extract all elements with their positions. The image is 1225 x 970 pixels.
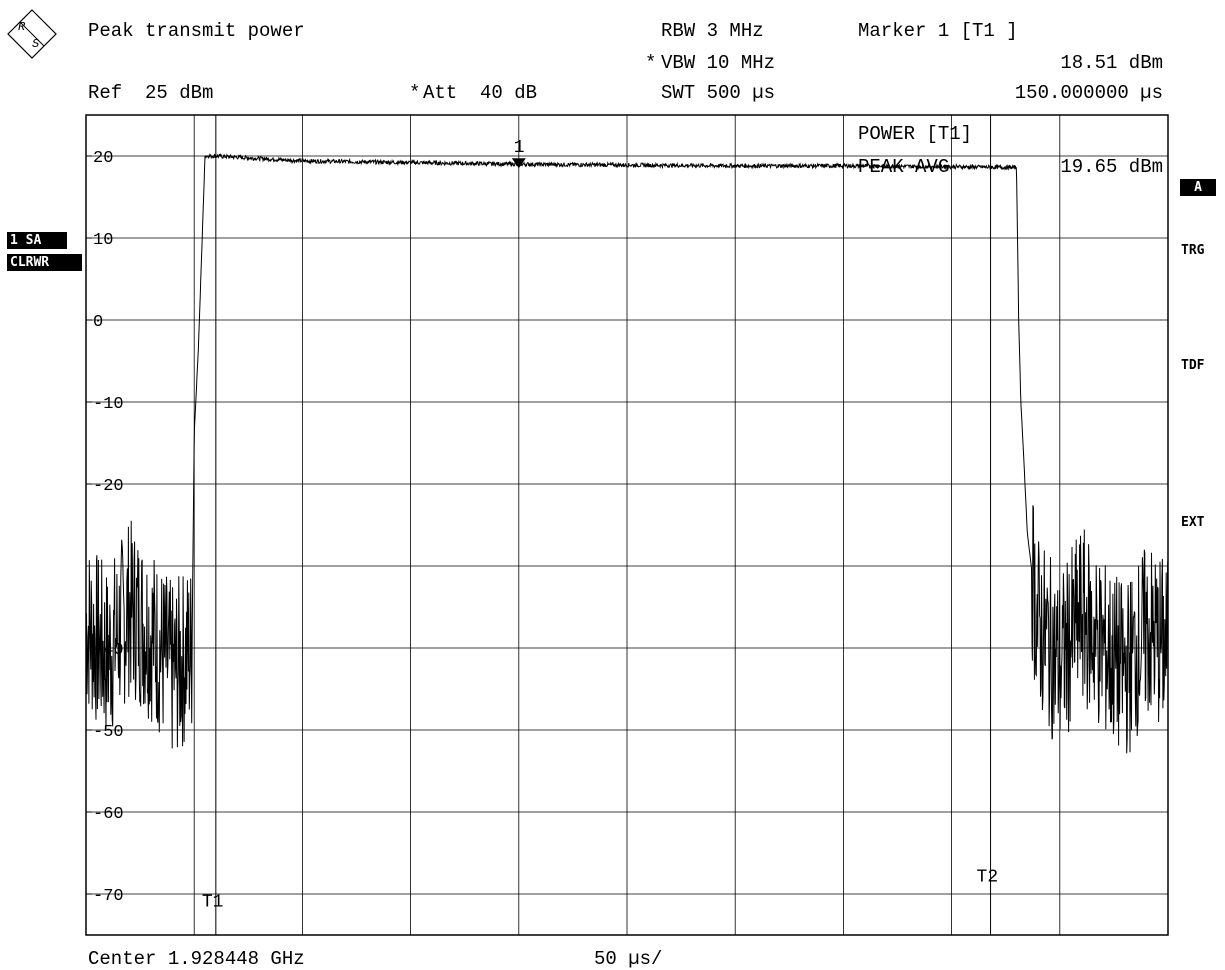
y-tick-label: 0	[93, 313, 103, 332]
trace-label: 1 SA	[7, 232, 67, 249]
svg-text:S: S	[32, 37, 39, 51]
vbw-star: *	[645, 52, 657, 74]
y-tick-label: -60	[93, 805, 124, 824]
brand-logo: R S	[7, 9, 57, 59]
sweep-time: SWT 500 µs	[661, 82, 776, 104]
attenuation-star: *	[409, 82, 421, 104]
rbw-setting: RBW 3 MHz	[661, 20, 764, 42]
vbw-setting: VBW 10 MHz	[661, 52, 776, 74]
y-tick-label: -20	[93, 477, 124, 496]
time-line-label: T2	[977, 868, 999, 888]
marker-title: Marker 1 [T1 ]	[858, 20, 1018, 42]
marker-1-label: 1	[514, 138, 525, 158]
y-tick-label: -10	[93, 395, 124, 414]
marker-1-triangle	[511, 158, 526, 169]
power-label: POWER [T1]	[858, 123, 972, 145]
markers: 1	[511, 138, 526, 169]
peak-avg-value: 19.65 dBm	[1060, 156, 1163, 178]
attenuation: Att 40 dB	[423, 82, 538, 104]
channel-a-badge: A	[1180, 179, 1216, 196]
external-indicator: EXT	[1181, 515, 1205, 530]
time-per-division: 50 µs/	[594, 948, 663, 970]
svg-text:R: R	[18, 20, 26, 34]
tdf-indicator: TDF	[1181, 358, 1205, 373]
center-frequency: Center 1.928448 GHz	[88, 948, 305, 970]
time-line-label: T1	[202, 892, 224, 912]
marker-level: 18.51 dBm	[1060, 52, 1163, 74]
reference-level: Ref 25 dBm	[88, 82, 214, 104]
peak-avg-label: PEAK AVG	[858, 156, 949, 178]
trace-mode-label: CLRWR	[7, 254, 82, 271]
y-tick-label: 10	[93, 231, 113, 250]
trace-line	[85, 152, 1169, 754]
marker-time: 150.000000 µs	[1014, 82, 1163, 104]
y-tick-label: -70	[93, 887, 124, 906]
grid	[85, 114, 1169, 936]
trigger-indicator: TRG	[1181, 243, 1205, 258]
time-lines: T1 T2	[202, 115, 998, 935]
measurement-title: Peak transmit power	[88, 20, 305, 42]
y-tick-label: 20	[93, 149, 113, 168]
y-tick-label: -50	[93, 723, 124, 742]
